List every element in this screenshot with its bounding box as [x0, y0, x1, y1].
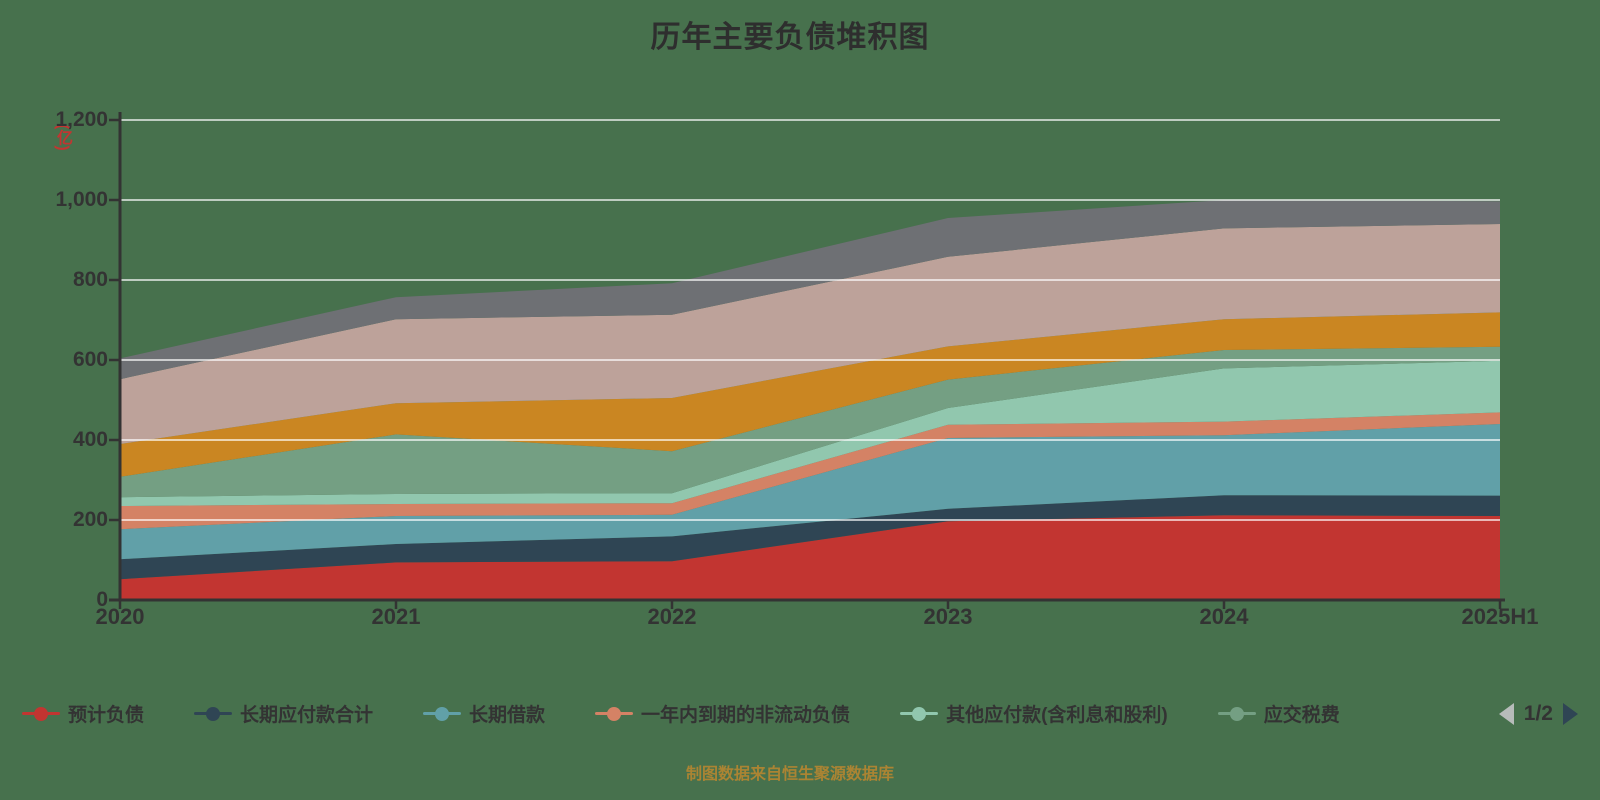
y-tick-label: 400: [72, 428, 108, 451]
y-tick-label: 600: [72, 348, 108, 371]
legend-item-1[interactable]: 预计负债: [22, 700, 144, 727]
legend-line-dot-icon: [423, 706, 462, 722]
legend-line-dot-icon: [1217, 706, 1256, 722]
x-tick-label: 2022: [647, 604, 697, 629]
y-tick-label: 200: [72, 508, 108, 531]
legend-line-dot-icon: [22, 706, 60, 722]
legend-pagination: 1/2: [1498, 701, 1578, 726]
x-tick-label: 2023: [923, 604, 973, 629]
legend-item-label: 长期借款: [469, 705, 546, 726]
area-series-5[interactable]: [120, 360, 1500, 506]
chart-legend: 预计负债 长期应付款合计 长期借款 一年内到期的非流动负债 其他应付款(含利息和…: [22, 700, 1578, 727]
area-series-1[interactable]: [120, 515, 1500, 600]
y-axis-unit-label: (亿): [54, 124, 71, 151]
legend-item-3[interactable]: 长期借款: [423, 700, 545, 727]
legend-item-4[interactable]: 一年内到期的非流动负债: [595, 700, 850, 727]
stacked-area-chart[interactable]: [0, 0, 1600, 660]
legend-item-2[interactable]: 长期应付款合计: [194, 700, 373, 727]
legend-item-label: 预计负债: [68, 705, 145, 726]
area-series-6[interactable]: [120, 346, 1500, 498]
legend-item-label: 其他应付款(含利息和股利): [946, 705, 1168, 726]
y-tick-label: 0: [96, 588, 108, 611]
x-tick-label: 2020: [95, 604, 145, 629]
legend-page-indicator: 1/2: [1523, 701, 1553, 725]
legend-line-dot-icon: [900, 706, 939, 722]
data-source-note: 制图数据来自恒生聚源数据库: [685, 766, 894, 783]
page-title: 历年主要负债堆积图: [650, 21, 930, 54]
legend-item-label: 一年内到期的非流动负债: [641, 705, 851, 726]
legend-item-6[interactable]: 应交税费: [1217, 700, 1340, 727]
y-tick-label: 1,200: [55, 108, 108, 131]
area-series-7[interactable]: [120, 312, 1500, 477]
area-series-3[interactable]: [120, 424, 1500, 560]
x-tick-label: 2025H1: [1461, 604, 1539, 629]
x-tick-label: 2021: [371, 604, 421, 629]
legend-line-dot-icon: [194, 706, 233, 722]
legend-prev-page-icon[interactable]: [1498, 702, 1514, 725]
x-tick-label: 2024: [1199, 604, 1249, 629]
legend-next-page-icon[interactable]: [1563, 702, 1578, 725]
legend-item-label: 应交税费: [1263, 705, 1340, 726]
y-tick-label: 1,000: [55, 188, 108, 211]
legend-item-5[interactable]: 其他应付款(含利息和股利): [900, 700, 1168, 727]
legend-item-label: 长期应付款合计: [240, 705, 374, 726]
legend-line-dot-icon: [595, 706, 634, 722]
y-tick-label: 800: [72, 268, 108, 291]
area-series-4[interactable]: [120, 412, 1500, 530]
area-series-9[interactable]: [120, 200, 1500, 380]
area-series-2[interactable]: [120, 495, 1500, 580]
